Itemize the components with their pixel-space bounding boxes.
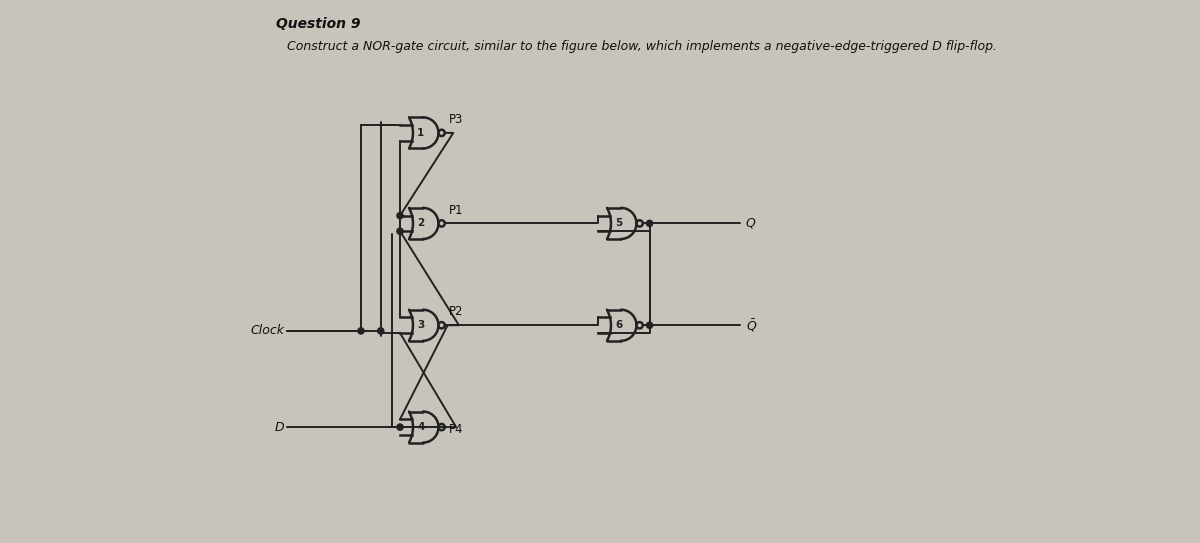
Text: 5: 5 [616,218,623,229]
Text: 1: 1 [418,128,425,138]
Circle shape [647,220,653,226]
Circle shape [647,322,653,329]
Text: 6: 6 [616,320,623,330]
Text: P1: P1 [449,204,463,217]
Text: P3: P3 [449,113,463,126]
Text: 3: 3 [418,320,425,330]
Text: 2: 2 [418,218,425,229]
Circle shape [397,424,403,430]
Text: Q: Q [745,217,756,230]
Circle shape [397,228,403,234]
Text: Question 9: Question 9 [276,17,360,31]
Circle shape [378,328,384,334]
Text: Clock: Clock [251,324,284,337]
Text: 4: 4 [418,422,425,432]
Text: Construct a NOR-gate circuit, similar to the figure below, which implements a ne: Construct a NOR-gate circuit, similar to… [287,40,997,53]
Text: P2: P2 [449,306,463,318]
Text: P4: P4 [449,424,463,437]
Circle shape [358,328,364,334]
Text: $\bar{Q}$: $\bar{Q}$ [745,317,757,333]
Text: D: D [275,421,284,433]
Circle shape [397,212,403,219]
